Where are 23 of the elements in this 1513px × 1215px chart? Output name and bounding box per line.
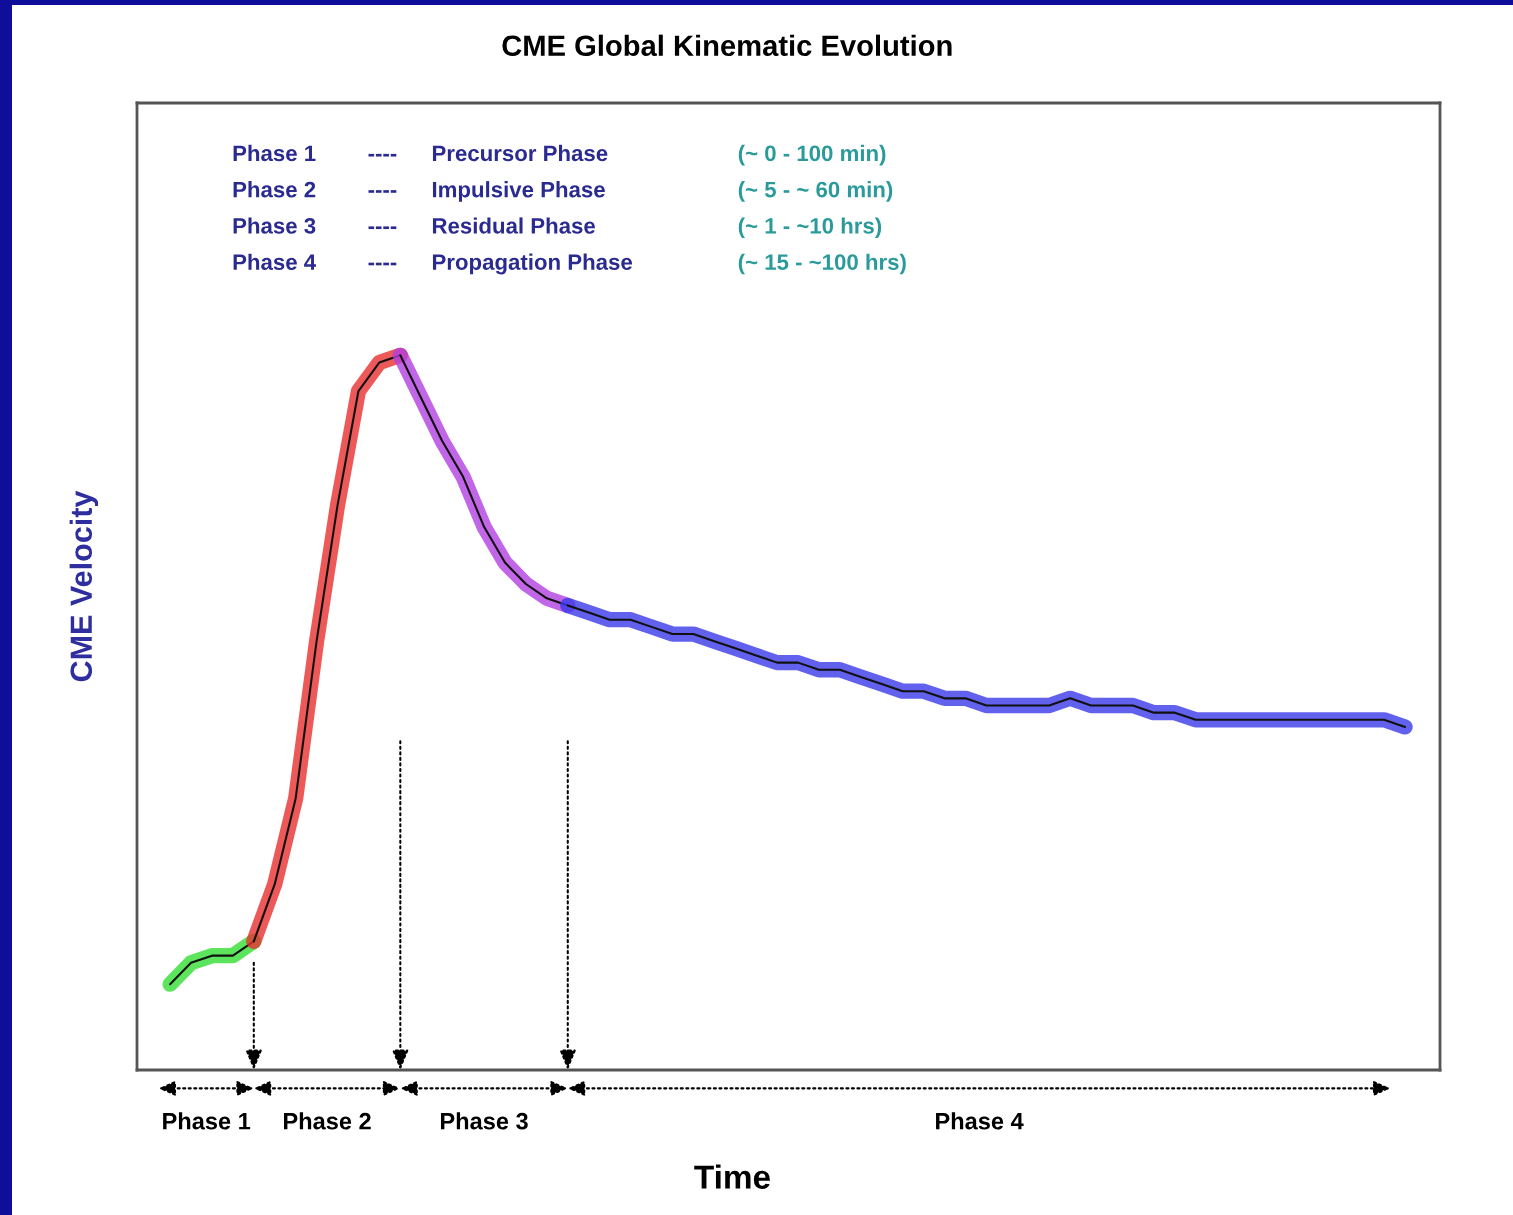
text: Residual Phase <box>432 217 595 234</box>
text: Phase 4 <box>233 253 317 270</box>
text: Phase 3 <box>233 217 316 234</box>
text: Phase 2 <box>284 1112 371 1130</box>
text: (~ 15 - ~100 hrs) <box>738 253 906 275</box>
text: Phase 2 <box>233 181 316 198</box>
text: (~ 1 - ~10 hrs) <box>738 217 882 239</box>
chart-title: CME Global Kinematic Evolution <box>502 34 952 57</box>
text: (~ 0 - 100 min) <box>738 144 886 166</box>
text: ---- <box>368 190 397 193</box>
y-axis-title: CME Velocity <box>69 490 99 682</box>
text: ---- <box>368 226 397 230</box>
text: Impulsive Phase <box>432 181 605 202</box>
text: Phase 1 <box>233 144 316 162</box>
x-axis-title: Time <box>694 1164 770 1189</box>
text: Precursor Phase <box>432 144 608 162</box>
text: Phase 3 <box>441 1112 528 1130</box>
text: ---- <box>368 153 397 157</box>
text: (~ 5 - ~ 60 min) <box>738 181 893 202</box>
text: Propagation Phase <box>432 253 632 275</box>
text: Phase 4 <box>936 1112 1024 1130</box>
text: Phase 1 <box>163 1112 251 1130</box>
text: ---- <box>368 262 397 266</box>
